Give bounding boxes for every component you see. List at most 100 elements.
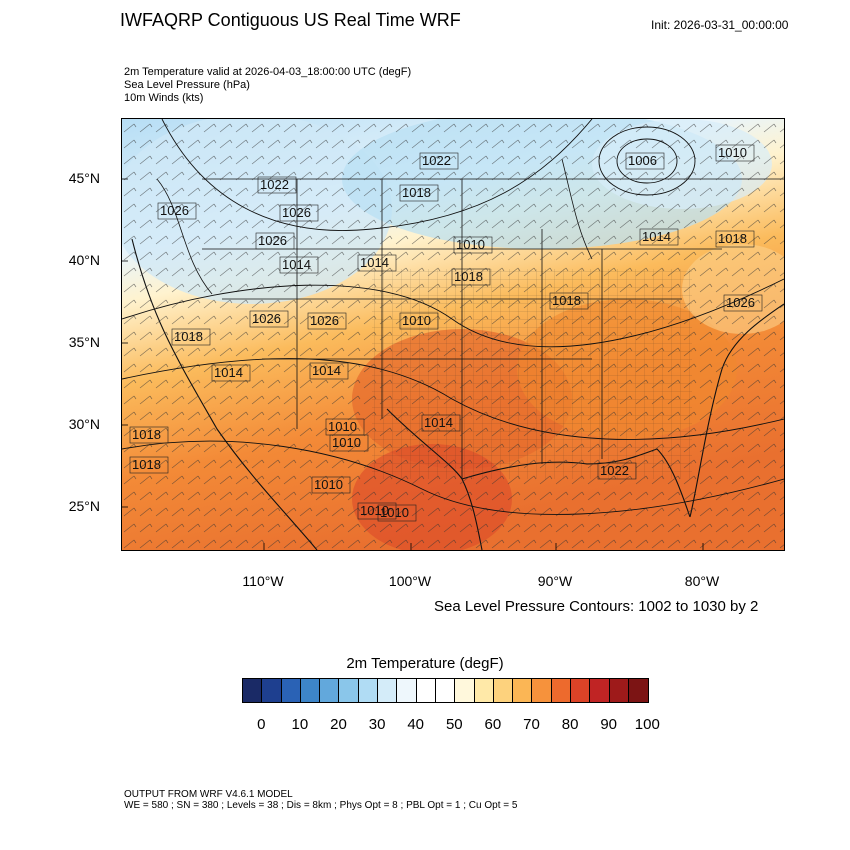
pressure-label: 1010 [314, 477, 343, 492]
lat-label-35n: 35°N [68, 334, 100, 350]
pressure-label-box [723, 294, 763, 312]
pressure-label-box [715, 144, 755, 162]
pressure-label-box [357, 502, 397, 520]
colorbar-label: 30 [368, 716, 386, 733]
colorbar-label: 40 [407, 716, 425, 733]
colorbar-swatch [628, 679, 649, 702]
colorbar-swatch [532, 679, 552, 702]
graticule [122, 178, 704, 550]
pressure-label-box [419, 152, 459, 170]
pressure-label: 1010 [402, 313, 431, 328]
colorbar-swatch [416, 679, 436, 702]
map-canvas: 1022 1018 1006 1010 1026 1022 1026 1026 1014 1014… [122, 119, 784, 550]
colorbar-swatch [474, 679, 494, 702]
lat-label-30n: 30°N [68, 416, 100, 432]
weather-map: 1022 1018 1006 1010 1026 1022 1026 1026 1014 1014… [121, 118, 785, 551]
colorbar-swatch [358, 679, 379, 702]
pressure-label: 1018 [132, 427, 161, 442]
footer-config: WE = 580 ; SN = 380 ; Levels = 38 ; Dis … [124, 800, 518, 811]
pressure-label: 1006 [628, 153, 657, 168]
pressure-label: 1018 [132, 457, 161, 472]
colorbar-swatch [300, 679, 321, 702]
colorbar [242, 678, 650, 703]
pressure-label-box [307, 312, 347, 330]
colorbar-label: 0 [257, 716, 266, 733]
page-title: IWFAQRP Contiguous US Real Time WRF [120, 10, 461, 30]
colorbar-swatch [397, 679, 417, 702]
pressure-label-box [625, 152, 665, 170]
pressure-label: 1026 [160, 203, 189, 218]
pressure-label-box [549, 292, 589, 310]
pressure-label-box [357, 254, 397, 272]
lon-label-80w: 80°W [684, 573, 720, 589]
pressure-label: 1014 [214, 365, 243, 380]
pressure-label-box [311, 476, 351, 494]
pressure-label-box [257, 176, 297, 194]
colorbar-label: 100 [634, 716, 660, 733]
colorbar-swatch [320, 679, 340, 702]
colorbar-title: 2m Temperature (degF) [346, 655, 504, 672]
pressure-label: 1018 [454, 269, 483, 284]
field-pressure-label: Sea Level Pressure (hPa) [124, 79, 250, 91]
pressure-label: 1026 [252, 311, 281, 326]
colorbar-label: 10 [291, 716, 309, 733]
pressure-label-box [279, 256, 319, 274]
colorbar-swatch [435, 679, 456, 702]
colorbar-swatch [243, 679, 263, 702]
pressure-label-box [211, 364, 251, 382]
pressure-label: 1022 [600, 463, 629, 478]
pressure-label: 1014 [282, 257, 311, 272]
pressure-label-box [255, 232, 295, 250]
colorbar-label: 80 [561, 716, 579, 733]
pressure-label-box [399, 184, 439, 202]
pressure-label-box [157, 202, 197, 220]
pressure-label: 1026 [258, 233, 287, 248]
lat-label-25n: 25°N [68, 498, 100, 514]
colorbar-swatch [378, 679, 398, 702]
pressure-label: 1022 [422, 153, 451, 168]
colorbar-swatch [262, 679, 282, 702]
pressure-label: 1014 [642, 229, 671, 244]
pressure-label-box [377, 504, 417, 522]
pressure-label-box [451, 268, 491, 286]
pressure-contours [122, 119, 784, 515]
pressure-label: 1014 [424, 415, 453, 430]
pressure-label-box [171, 328, 211, 346]
pressure-label-box [399, 312, 439, 330]
pressure-label-box [329, 434, 369, 452]
colorbar-label: 60 [484, 716, 502, 733]
lon-label-90w: 90°W [537, 573, 573, 589]
colorbar-swatch [339, 679, 359, 702]
lon-label-110w: 110°W [242, 573, 284, 589]
pressure-label-box [421, 414, 461, 432]
pressure-label-box [597, 462, 637, 480]
pressure-label: 1014 [312, 363, 341, 378]
pressure-label: 1014 [360, 255, 389, 270]
colorbar-swatch [493, 679, 514, 702]
pressure-label: 1018 [402, 185, 431, 200]
pressure-label-box [309, 362, 349, 380]
colorbar-swatch [590, 679, 610, 702]
pressure-label: 1010 [360, 503, 389, 518]
pressure-label: 1010 [380, 505, 409, 520]
colorbar-label: 90 [600, 716, 618, 733]
colorbar-swatch [609, 679, 629, 702]
pressure-label: 1026 [726, 295, 755, 310]
colorbar-swatch [571, 679, 591, 702]
colorbar-swatch [551, 679, 572, 702]
contour-note: Sea Level Pressure Contours: 1002 to 103… [434, 598, 759, 615]
wind-barbs [122, 119, 784, 550]
pressure-label: 1010 [328, 419, 357, 434]
colorbar-swatch [455, 679, 475, 702]
footer-model: OUTPUT FROM WRF V4.6.1 MODEL [124, 789, 293, 800]
pressure-label-box [129, 426, 169, 444]
field-winds-label: 10m Winds (kts) [124, 92, 204, 104]
lat-label-45n: 45°N [68, 170, 100, 186]
pressure-label-box [249, 310, 289, 328]
colorbar-swatch [513, 679, 533, 702]
pressure-labels: 1022 1018 1006 1010 1026 1022 1026 1026 1014 1014… [129, 144, 763, 522]
colorbar-label: 50 [445, 716, 463, 733]
pressure-label: 1018 [174, 329, 203, 344]
colorbar-swatch [281, 679, 301, 702]
pressure-label-box [715, 230, 755, 248]
